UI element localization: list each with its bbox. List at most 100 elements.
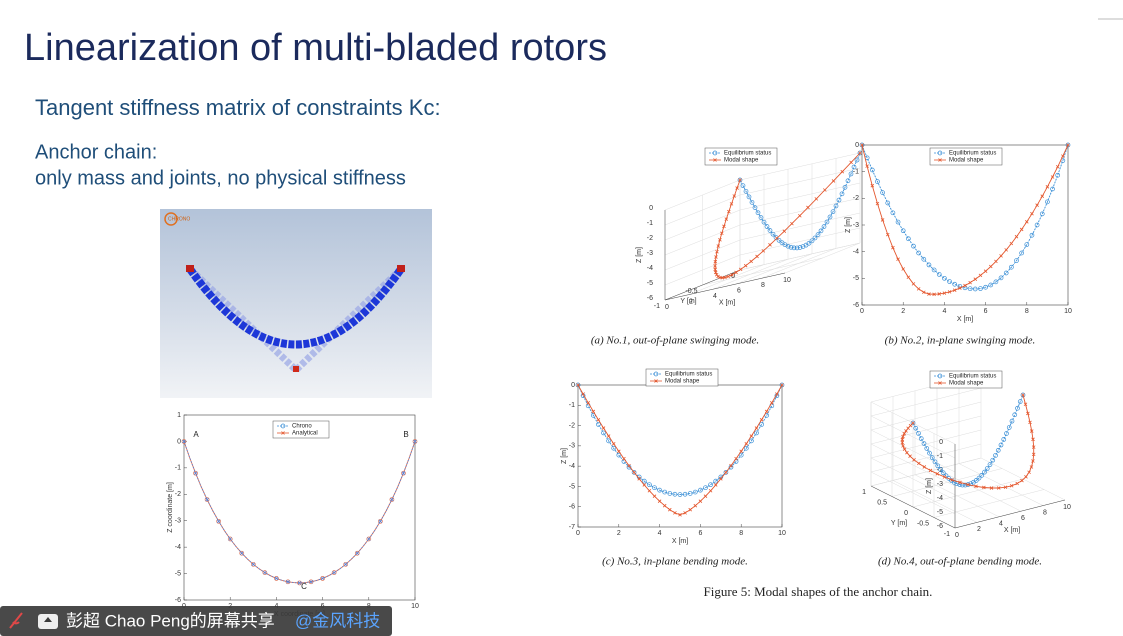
curve-marker	[616, 452, 622, 458]
curve-marker	[744, 442, 749, 446]
curve-marker	[647, 482, 652, 488]
y-tick-label: -6	[569, 504, 575, 511]
curve-marker	[719, 477, 723, 481]
point-label: B	[403, 430, 408, 439]
legend-label: Equilibrium status	[949, 374, 996, 380]
curve-marker	[791, 245, 797, 251]
x-tick-label: 10	[1063, 504, 1071, 511]
curve-marker	[1029, 465, 1034, 469]
curve-marker	[913, 425, 919, 431]
curve-marker	[1008, 264, 1014, 270]
curve-marker	[910, 420, 916, 426]
curve-marker	[749, 434, 754, 438]
y-tick-label: -7	[569, 524, 575, 531]
legend-label: Chrono	[292, 424, 312, 430]
curve-marker	[331, 570, 337, 575]
curve-marker	[727, 209, 731, 214]
curve-marker	[1050, 186, 1055, 192]
curve-marker	[1021, 393, 1025, 397]
figure-caption: (c) No.3, in-plane bending mode.	[602, 556, 748, 568]
curve-marker	[280, 423, 286, 429]
y-tick-label: -3	[175, 518, 181, 525]
curve-marker	[216, 519, 221, 524]
x-axis-label: X [m]	[957, 316, 973, 323]
subtitle: Tangent stiffness matrix of constraints …	[35, 95, 441, 120]
curve-marker	[890, 210, 896, 216]
curve-marker	[764, 409, 769, 414]
legend-box	[272, 420, 330, 439]
curve-marker	[652, 485, 657, 491]
curve-marker	[924, 446, 930, 451]
z-tick-label: -1	[647, 220, 653, 227]
curve-marker	[978, 273, 983, 278]
curve-marker	[1023, 402, 1028, 407]
grid-line	[664, 254, 741, 286]
curve-marker	[833, 203, 839, 209]
x-tick-label: 10	[783, 277, 791, 284]
curve-marker	[1024, 474, 1028, 479]
curve-marker	[935, 472, 940, 476]
curve-marker	[938, 158, 942, 162]
share-label: 彭超 Chao Peng的屏幕共享	[66, 611, 275, 630]
figure-title: Figure 5: Modal shapes of the anchor cha…	[704, 584, 933, 599]
curve-marker	[759, 418, 764, 422]
curve-marker	[937, 150, 943, 156]
curve-marker	[182, 439, 186, 444]
curve-marker	[815, 232, 821, 237]
grid-line	[664, 239, 741, 271]
curve	[861, 144, 1069, 290]
z-tick-label: -6	[647, 295, 653, 302]
curve-marker	[798, 213, 802, 218]
curve-marker	[749, 259, 753, 264]
curve-marker	[698, 487, 703, 493]
y-tick-label: 0	[571, 382, 575, 389]
x-tick-label: 6	[984, 308, 988, 315]
curve-marker	[993, 279, 999, 285]
curve-marker	[973, 478, 979, 483]
curve-marker	[713, 259, 718, 264]
curve-marker	[653, 371, 659, 377]
curve-marker	[936, 272, 942, 277]
curve-marker	[1039, 211, 1045, 217]
curve-marker	[918, 436, 924, 441]
curve-marker	[740, 183, 746, 189]
curve-marker	[716, 274, 720, 279]
curve-marker	[739, 449, 743, 454]
curve-marker	[401, 471, 406, 475]
curve-marker	[779, 382, 785, 388]
curve-marker	[611, 445, 617, 451]
y-tick-label: 0	[177, 438, 181, 445]
y-tick-label: -5	[175, 570, 181, 577]
curve-marker	[880, 218, 885, 222]
curve-marker	[228, 537, 232, 541]
curve-marker	[958, 480, 962, 485]
x-tick-label: 8	[1025, 308, 1029, 315]
grid-line	[870, 415, 982, 445]
curve-marker	[1050, 175, 1055, 179]
curve-marker	[193, 471, 198, 475]
curve-marker	[720, 231, 724, 236]
curve-marker	[586, 401, 590, 405]
curve-marker	[1025, 220, 1029, 224]
curve-marker	[875, 201, 880, 206]
mic-icon[interactable]	[9, 612, 23, 629]
curve-marker	[734, 270, 738, 275]
y-tick-label: -4	[569, 463, 575, 470]
curve-marker	[865, 164, 869, 168]
curve-marker	[673, 511, 677, 515]
curve-marker	[262, 570, 268, 575]
y-tick-label: 1	[862, 489, 866, 496]
figure-caption: (d) No.4, out-of-plane bending mode.	[878, 556, 1042, 568]
curve-marker	[297, 581, 302, 585]
curve-marker	[729, 202, 734, 206]
curve-marker	[1014, 234, 1019, 239]
curve-marker	[916, 431, 921, 436]
x-tick-label: 6	[1021, 515, 1025, 522]
curve-marker	[998, 275, 1004, 281]
x-tick-label: 4	[999, 521, 1003, 528]
x-tick-label: 8	[1043, 509, 1047, 516]
grid-line	[702, 257, 823, 286]
curve-marker	[1026, 411, 1030, 416]
curve-marker	[995, 448, 1001, 453]
curve-marker	[683, 511, 687, 515]
